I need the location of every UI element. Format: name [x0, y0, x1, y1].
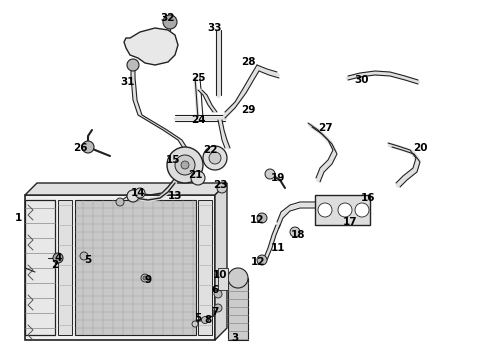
Text: 15: 15	[166, 155, 180, 165]
Text: 5: 5	[195, 313, 201, 323]
Text: 4: 4	[54, 253, 62, 263]
Polygon shape	[58, 200, 72, 335]
Text: 12: 12	[251, 257, 265, 267]
Polygon shape	[228, 278, 248, 340]
Polygon shape	[215, 183, 227, 340]
Circle shape	[143, 276, 147, 280]
Circle shape	[203, 146, 227, 170]
Text: 12: 12	[250, 215, 264, 225]
Circle shape	[127, 59, 139, 71]
Text: 26: 26	[73, 143, 87, 153]
Circle shape	[181, 161, 189, 169]
Text: 22: 22	[203, 145, 217, 155]
Polygon shape	[218, 268, 228, 290]
Text: 17: 17	[343, 217, 357, 227]
Circle shape	[141, 274, 149, 282]
Text: 31: 31	[121, 77, 135, 87]
Polygon shape	[315, 195, 370, 225]
Circle shape	[290, 227, 300, 237]
Circle shape	[257, 255, 267, 265]
Circle shape	[214, 290, 222, 298]
Text: 23: 23	[213, 180, 227, 190]
Circle shape	[135, 188, 145, 198]
Circle shape	[116, 198, 124, 206]
Circle shape	[355, 203, 369, 217]
Circle shape	[163, 15, 177, 29]
Text: 11: 11	[271, 243, 285, 253]
Text: 1: 1	[14, 213, 22, 223]
Text: 2: 2	[51, 260, 59, 270]
Text: 16: 16	[361, 193, 375, 203]
Text: 20: 20	[413, 143, 427, 153]
Text: 18: 18	[291, 230, 305, 240]
Circle shape	[217, 183, 227, 193]
Text: 19: 19	[271, 173, 285, 183]
Text: 5: 5	[84, 255, 92, 265]
Circle shape	[80, 252, 88, 260]
Text: 30: 30	[355, 75, 369, 85]
Circle shape	[82, 141, 94, 153]
Text: 27: 27	[318, 123, 332, 133]
Text: 14: 14	[131, 188, 146, 198]
Polygon shape	[75, 200, 196, 335]
Circle shape	[214, 304, 222, 312]
Text: 32: 32	[161, 13, 175, 23]
Polygon shape	[124, 28, 178, 65]
Circle shape	[338, 203, 352, 217]
Circle shape	[201, 316, 209, 324]
Circle shape	[167, 147, 203, 183]
Polygon shape	[25, 183, 227, 195]
Circle shape	[192, 321, 198, 327]
Polygon shape	[198, 200, 212, 335]
Text: 6: 6	[211, 285, 219, 295]
Text: 10: 10	[213, 270, 227, 280]
Circle shape	[127, 190, 139, 202]
Circle shape	[209, 152, 221, 164]
Circle shape	[318, 203, 332, 217]
Text: 9: 9	[145, 275, 151, 285]
Text: 21: 21	[188, 170, 202, 180]
Text: 3: 3	[231, 333, 239, 343]
Circle shape	[53, 253, 63, 263]
Text: 7: 7	[211, 307, 219, 317]
Polygon shape	[25, 200, 55, 335]
Circle shape	[175, 155, 195, 175]
Text: 25: 25	[191, 73, 205, 83]
Text: 24: 24	[191, 115, 205, 125]
Circle shape	[228, 268, 248, 288]
Text: 13: 13	[168, 191, 182, 201]
Text: 33: 33	[208, 23, 222, 33]
Circle shape	[265, 169, 275, 179]
Circle shape	[191, 171, 205, 185]
Circle shape	[257, 213, 267, 223]
Polygon shape	[25, 195, 215, 340]
Text: 28: 28	[241, 57, 255, 67]
Text: 29: 29	[241, 105, 255, 115]
Text: 8: 8	[204, 315, 212, 325]
